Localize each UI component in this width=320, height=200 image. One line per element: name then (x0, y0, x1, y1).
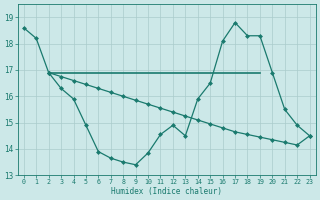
X-axis label: Humidex (Indice chaleur): Humidex (Indice chaleur) (111, 187, 222, 196)
